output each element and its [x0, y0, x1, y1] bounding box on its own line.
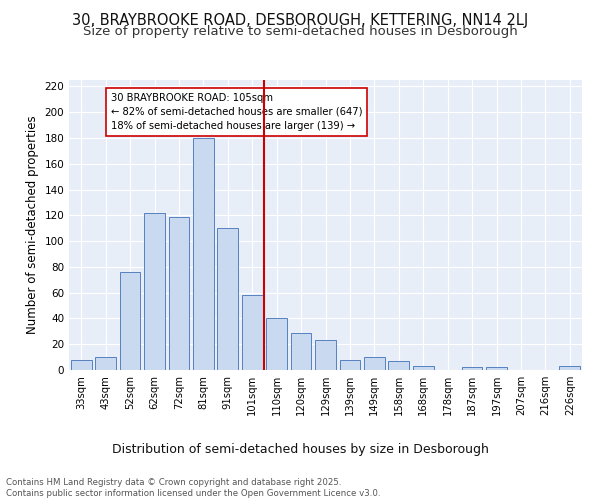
Bar — [413, 366, 434, 370]
Text: 30, BRAYBROOKE ROAD, DESBOROUGH, KETTERING, NN14 2LJ: 30, BRAYBROOKE ROAD, DESBOROUGH, KETTERI… — [72, 12, 528, 28]
Text: Contains HM Land Registry data © Crown copyright and database right 2025.
Contai: Contains HM Land Registry data © Crown c… — [6, 478, 380, 498]
Bar — [290, 332, 311, 370]
Bar — [559, 366, 580, 370]
Text: Distribution of semi-detached houses by size in Desborough: Distribution of semi-detached houses by … — [112, 442, 488, 456]
Bar — [144, 213, 165, 370]
Bar — [315, 340, 336, 370]
Bar — [388, 361, 409, 370]
Bar — [364, 357, 385, 370]
Bar — [486, 368, 507, 370]
Bar — [193, 138, 214, 370]
Y-axis label: Number of semi-detached properties: Number of semi-detached properties — [26, 116, 39, 334]
Bar — [217, 228, 238, 370]
Bar — [461, 368, 482, 370]
Bar — [242, 295, 263, 370]
Bar — [119, 272, 140, 370]
Text: 30 BRAYBROOKE ROAD: 105sqm
← 82% of semi-detached houses are smaller (647)
18% o: 30 BRAYBROOKE ROAD: 105sqm ← 82% of semi… — [110, 93, 362, 131]
Bar — [169, 216, 190, 370]
Bar — [95, 357, 116, 370]
Bar — [71, 360, 92, 370]
Bar — [340, 360, 361, 370]
Text: Size of property relative to semi-detached houses in Desborough: Size of property relative to semi-detach… — [83, 25, 517, 38]
Bar — [266, 318, 287, 370]
